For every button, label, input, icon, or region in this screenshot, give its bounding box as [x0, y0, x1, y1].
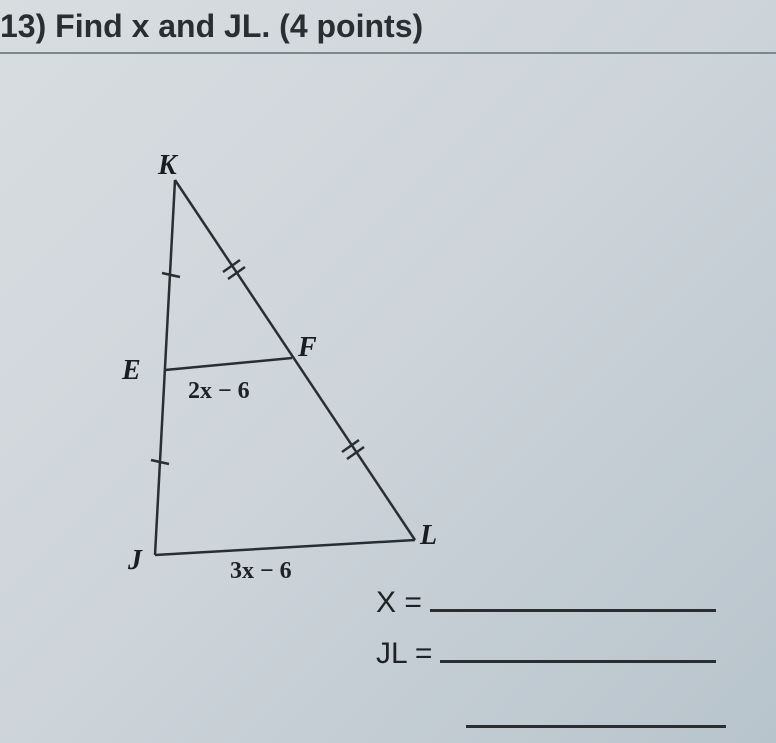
jl-blank[interactable]: [440, 632, 716, 663]
side-KJ: [155, 180, 175, 555]
label-EF: 2x − 6: [188, 378, 250, 405]
tick-KF-1: [223, 260, 240, 272]
question-header: 13) Find x and JL. (4 points): [0, 8, 423, 45]
vertex-E: E: [122, 355, 141, 387]
vertex-J: J: [128, 545, 142, 577]
vertex-K: K: [158, 150, 177, 182]
jl-label: JL =: [376, 637, 432, 671]
question-number: 13): [0, 8, 46, 44]
header-divider: [0, 52, 776, 54]
tick-KF-2: [228, 267, 245, 279]
answer-row-jl: JL =: [376, 632, 716, 671]
vertex-L: L: [420, 520, 437, 552]
answer-area: X = JL =: [376, 581, 716, 683]
midsegment-EF: [165, 358, 292, 370]
side-KL: [175, 180, 415, 540]
triangle-diagram: K E F J L 2x − 6 3x − 6: [80, 160, 460, 580]
x-label: X =: [376, 586, 422, 620]
question-prompt: Find x and JL.: [55, 8, 270, 44]
label-JL: 3x − 6: [230, 558, 292, 585]
x-blank[interactable]: [430, 581, 716, 612]
bottom-divider: [466, 725, 726, 728]
vertex-F: F: [298, 332, 317, 364]
question-points: (4 points): [279, 8, 423, 44]
answer-row-x: X =: [376, 581, 716, 620]
side-JL: [155, 540, 415, 555]
